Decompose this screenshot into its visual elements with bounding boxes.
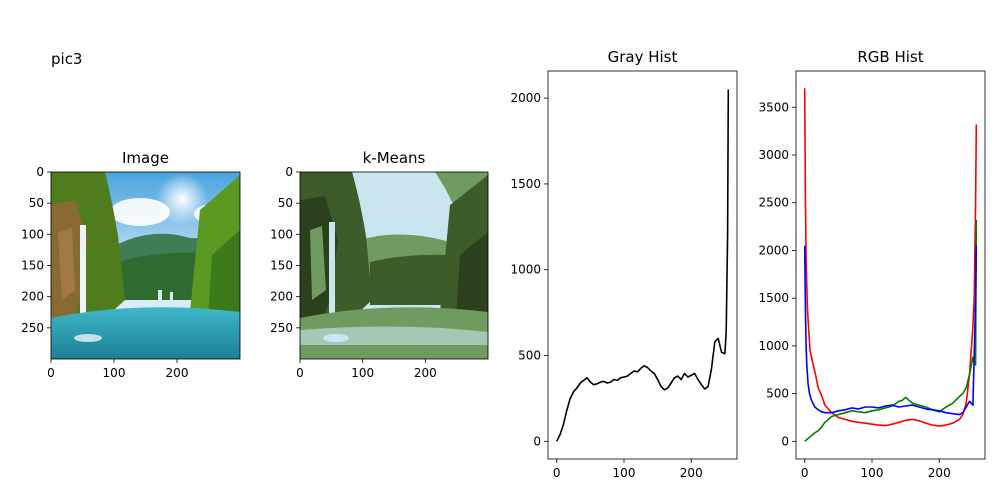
panel-kmeans-title: k-Means (363, 149, 426, 167)
x-tick-label: 100 (861, 466, 884, 480)
x-tick-label: 0 (47, 366, 55, 380)
y-tick-label: 150 (21, 259, 44, 273)
x-tick-label: 200 (680, 466, 703, 480)
x-tick-label: 0 (553, 466, 561, 480)
gray-hist-title: Gray Hist (608, 48, 678, 66)
rgb-hist-title: RGB Hist (857, 48, 923, 66)
y-tick-label: 150 (270, 259, 293, 273)
y-tick-label: 50 (278, 196, 293, 210)
series-line (555, 89, 730, 442)
y-tick-label: 3500 (758, 100, 789, 114)
y-tick-label: 250 (21, 321, 44, 335)
x-tick-label: 100 (103, 366, 126, 380)
y-tick-label: 200 (270, 290, 293, 304)
x-tick-label: 200 (414, 366, 437, 380)
y-tick-label: 0 (285, 165, 293, 179)
y-tick-label: 0 (533, 434, 541, 448)
y-tick-label: 0 (781, 434, 789, 448)
y-tick-label: 2000 (510, 91, 541, 105)
panel-kmeans: k-Means 0 100 200 0 50 100 150 200 250 (270, 149, 489, 380)
panel-rgb-hist: RGB Hist 0 100 200050010001500200025003000… (758, 48, 986, 480)
series-line (803, 88, 978, 427)
gray-hist-plot (555, 89, 730, 442)
y-tick-label: 100 (21, 227, 44, 241)
kmeans-segmented-image (300, 172, 488, 359)
panel-kmeans-axes: 0 100 200 0 50 100 150 200 250 (270, 165, 437, 380)
panel-image: Image 0 100 200 0 50 100 150 200 250 (21, 149, 241, 380)
y-tick-label: 2500 (758, 196, 789, 210)
series-line (804, 219, 978, 442)
y-tick-label: 500 (766, 387, 789, 401)
y-tick-label: 50 (29, 196, 44, 210)
y-tick-label: 2000 (758, 243, 789, 257)
x-tick-label: 200 (928, 466, 951, 480)
y-tick-label: 0 (36, 165, 44, 179)
panel-image-title: Image (122, 149, 169, 167)
y-tick-label: 3000 (758, 148, 789, 162)
series-line (803, 245, 978, 416)
panel-image-axes: 0 100 200 0 50 100 150 200 250 (21, 165, 188, 380)
y-tick-label: 200 (21, 290, 44, 304)
y-tick-label: 100 (270, 227, 293, 241)
y-tick-label: 250 (270, 321, 293, 335)
y-tick-label: 1500 (510, 177, 541, 191)
x-tick-label: 0 (296, 366, 304, 380)
y-tick-label: 1000 (510, 263, 541, 277)
x-tick-label: 200 (166, 366, 189, 380)
x-tick-label: 100 (613, 466, 636, 480)
figure-title: pic3 (51, 50, 82, 68)
rgb-hist-plot (803, 88, 978, 442)
y-tick-label: 1000 (758, 339, 789, 353)
x-tick-label: 0 (801, 466, 809, 480)
y-tick-label: 1500 (758, 291, 789, 305)
landscape-photo (51, 172, 240, 359)
x-tick-label: 100 (351, 366, 374, 380)
y-tick-label: 500 (518, 349, 541, 363)
